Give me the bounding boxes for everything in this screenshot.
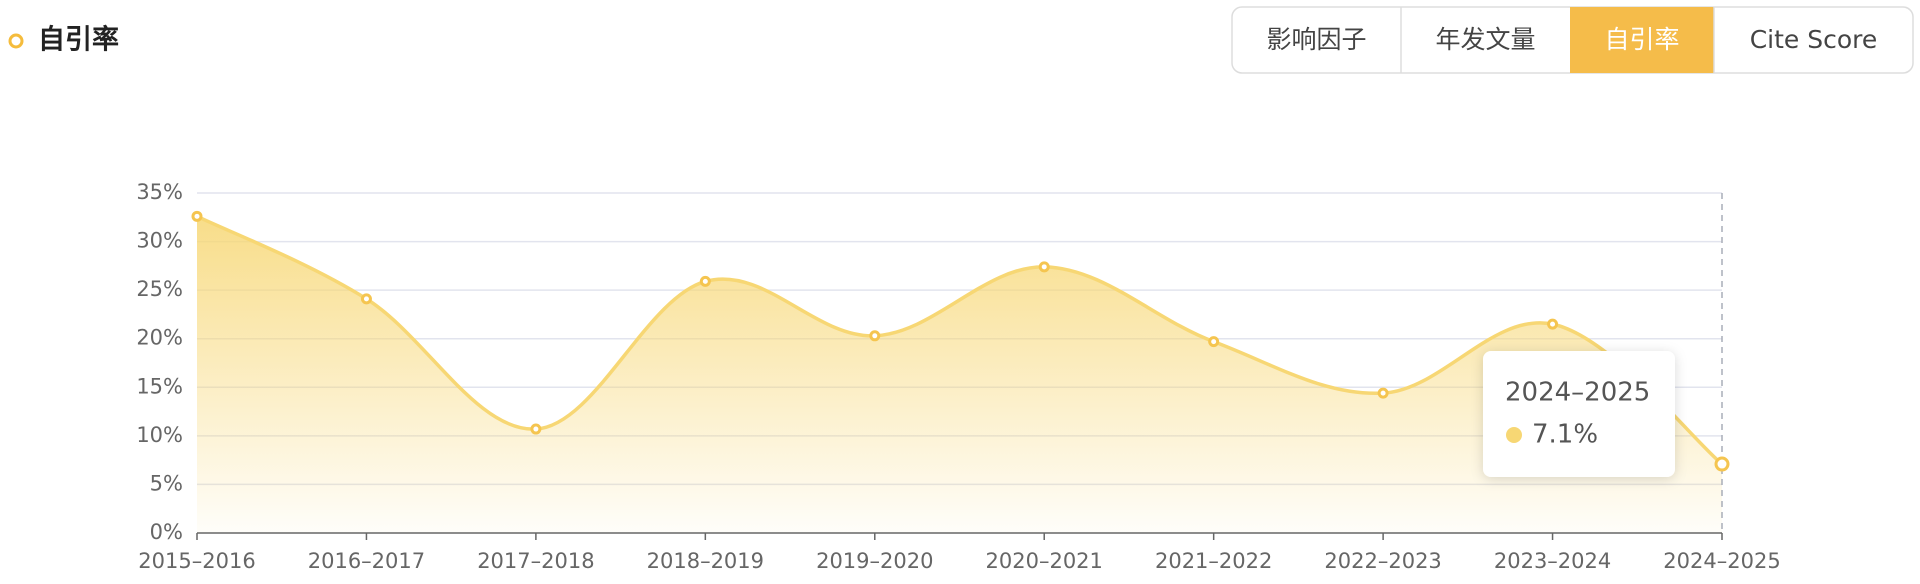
point — [360, 293, 372, 305]
x-tick-label: 2016–2017 — [308, 549, 425, 573]
tab[interactable]: 年发文量 — [1435, 25, 1535, 54]
y-tick-label: 5% — [150, 471, 183, 495]
x-tick-label: 2015–2016 — [138, 549, 255, 573]
point — [1208, 336, 1220, 348]
point — [1714, 456, 1730, 472]
point — [191, 210, 203, 222]
y-tick-label: 25% — [136, 277, 183, 301]
y-tick-label: 10% — [136, 423, 183, 447]
x-tick-label: 2018–2019 — [647, 549, 764, 573]
point — [699, 275, 711, 287]
tab[interactable]: Cite Score — [1750, 25, 1878, 54]
point — [869, 330, 881, 342]
y-tick-label: 20% — [136, 326, 183, 350]
tooltip-title: 2024–2025 — [1505, 378, 1650, 408]
tab-active-bg — [1570, 7, 1714, 73]
title-dot — [8, 33, 24, 49]
y-tick-label: 0% — [150, 520, 183, 544]
point — [530, 423, 542, 435]
page-title: 自引率 — [38, 24, 119, 56]
point — [1038, 261, 1050, 273]
tooltip-value: 7.1% — [1532, 420, 1598, 450]
area — [197, 216, 1722, 534]
tooltip-dot — [1506, 427, 1522, 443]
line — [196, 214, 1724, 466]
tab[interactable]: 影响因子 — [1266, 25, 1366, 54]
x-tick-label: 2019–2020 — [816, 549, 933, 573]
x-tick-label: 2022–2023 — [1324, 549, 1441, 573]
point — [1547, 318, 1559, 330]
x-tick-label: 2017–2018 — [477, 549, 594, 573]
x-tick-label: 2021–2022 — [1155, 549, 1272, 573]
x-tick-label: 2023–2024 — [1494, 549, 1611, 573]
y-tick-label: 15% — [136, 374, 183, 398]
y-tick-label: 35% — [136, 180, 183, 204]
x-tick-label: 2020–2021 — [986, 549, 1103, 573]
x-tick-label: 2024–2025 — [1663, 549, 1780, 573]
point — [1377, 387, 1389, 399]
tooltip — [1483, 351, 1675, 477]
tab[interactable]: 自引率 — [1604, 25, 1679, 54]
y-tick-label: 30% — [136, 229, 183, 253]
